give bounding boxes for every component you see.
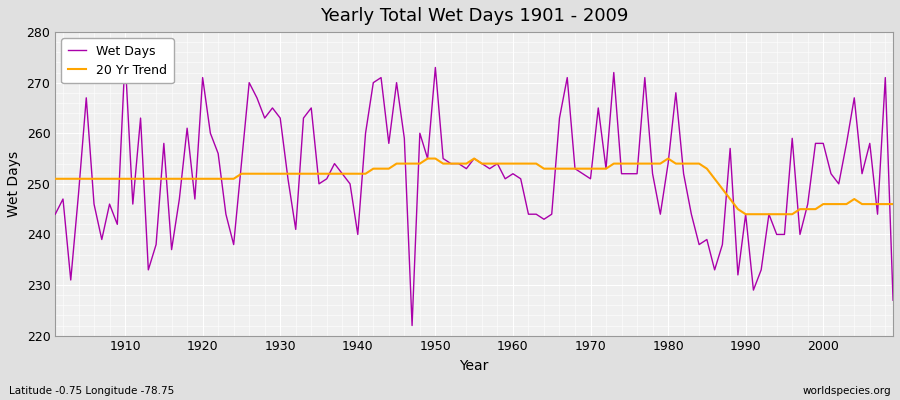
Wet Days: [112, 222, 122, 227]
Title: Yearly Total Wet Days 1901 - 2009: Yearly Total Wet Days 1901 - 2009: [320, 7, 628, 25]
Wet Days: [337, 171, 347, 176]
Text: Latitude -0.75 Longitude -78.75: Latitude -0.75 Longitude -78.75: [9, 386, 175, 396]
20 Yr Trend: [50, 176, 60, 181]
20 Yr Trend: [608, 161, 619, 166]
20 Yr Trend: [887, 202, 898, 206]
20 Yr Trend: [283, 171, 293, 176]
Wet Days: [516, 176, 526, 181]
X-axis label: Year: Year: [460, 359, 489, 373]
20 Yr Trend: [112, 176, 122, 181]
20 Yr Trend: [516, 161, 526, 166]
20 Yr Trend: [422, 156, 433, 161]
Y-axis label: Wet Days: Wet Days: [7, 151, 21, 217]
Legend: Wet Days, 20 Yr Trend: Wet Days, 20 Yr Trend: [61, 38, 174, 83]
Text: worldspecies.org: worldspecies.org: [803, 386, 891, 396]
20 Yr Trend: [329, 171, 340, 176]
20 Yr Trend: [741, 212, 751, 217]
Wet Days: [120, 55, 130, 60]
Wet Days: [616, 171, 627, 176]
Line: 20 Yr Trend: 20 Yr Trend: [55, 158, 893, 214]
Wet Days: [407, 323, 418, 328]
Wet Days: [291, 227, 302, 232]
Line: Wet Days: Wet Days: [55, 57, 893, 326]
20 Yr Trend: [508, 161, 518, 166]
Wet Days: [523, 212, 534, 217]
Wet Days: [887, 298, 898, 303]
Wet Days: [50, 212, 60, 217]
